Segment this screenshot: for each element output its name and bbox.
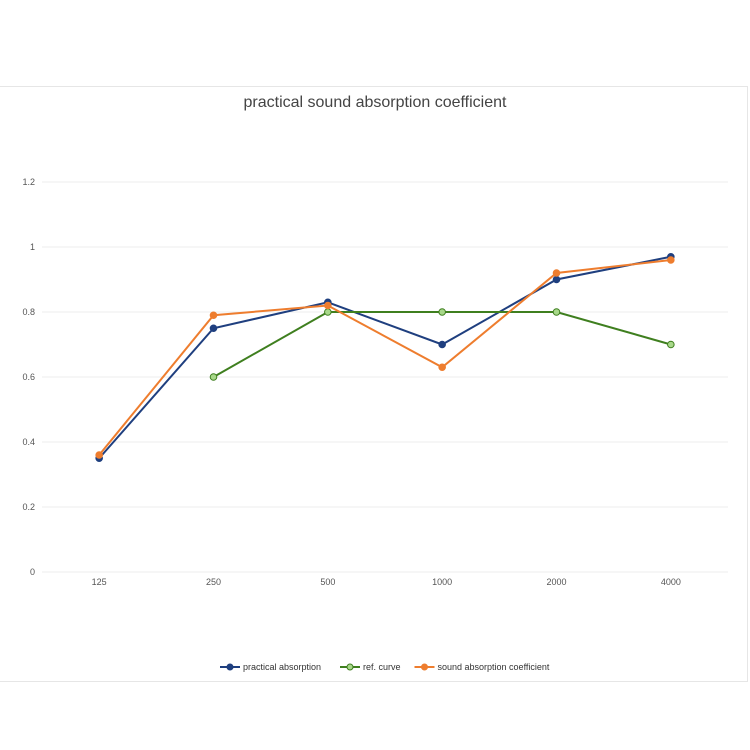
x-tick-label: 250 <box>206 577 221 587</box>
y-tick-label: 1.2 <box>22 177 35 187</box>
legend-marker <box>421 663 428 671</box>
legend-marker <box>226 663 234 671</box>
legend-item[interactable]: sound absorption coefficient <box>414 662 550 672</box>
y-tick-label: 0.4 <box>22 437 35 447</box>
legend: practical absorption ref. curve sound abso… <box>220 662 550 672</box>
y-tick-label: 0.6 <box>22 372 35 382</box>
series-0 <box>95 252 675 463</box>
legend-label: ref. curve <box>363 662 401 672</box>
data-point[interactable] <box>552 308 561 316</box>
data-point[interactable] <box>95 451 103 459</box>
y-tick-label: 0.2 <box>22 502 35 512</box>
y-tick-label: 1 <box>30 242 35 252</box>
data-point[interactable] <box>438 340 446 349</box>
x-axis-ticks: 125 250 500 1000 2000 4000 <box>92 577 681 587</box>
x-tick-label: 1000 <box>432 577 452 587</box>
series-line <box>98 259 671 456</box>
series-line <box>98 255 672 459</box>
data-point[interactable] <box>209 311 218 320</box>
data-point[interactable] <box>667 256 675 264</box>
legend-item[interactable]: practical absorption <box>220 662 321 672</box>
legend-marker <box>346 663 354 671</box>
data-point[interactable] <box>209 373 218 381</box>
series-1 <box>209 308 675 381</box>
series-2 <box>95 256 675 459</box>
series-layer <box>95 252 675 463</box>
y-tick-label: 0.8 <box>22 307 35 317</box>
legend-item[interactable]: ref. curve <box>340 662 401 672</box>
data-point[interactable] <box>438 363 446 372</box>
grid-lines <box>42 181 728 573</box>
data-point[interactable] <box>552 269 561 277</box>
x-tick-label: 500 <box>320 577 335 587</box>
x-tick-label: 4000 <box>661 577 681 587</box>
x-tick-label: 125 <box>92 577 107 587</box>
chart-panel <box>0 86 748 682</box>
chart-title: practical sound absorption coefficient <box>243 94 507 111</box>
data-point[interactable] <box>552 275 561 284</box>
data-point[interactable] <box>324 301 332 310</box>
x-tick-label: 2000 <box>546 577 566 587</box>
data-point[interactable] <box>209 324 218 333</box>
data-point[interactable] <box>667 340 675 349</box>
legend-label: practical absorption <box>243 662 321 672</box>
data-point[interactable] <box>438 308 446 316</box>
y-tick-label: 0 <box>30 567 35 577</box>
legend-label: sound absorption coefficient <box>438 662 550 672</box>
y-axis-ticks: 0 0.2 0.4 0.6 0.8 1 1.2 <box>22 177 35 577</box>
data-point[interactable] <box>324 308 332 316</box>
